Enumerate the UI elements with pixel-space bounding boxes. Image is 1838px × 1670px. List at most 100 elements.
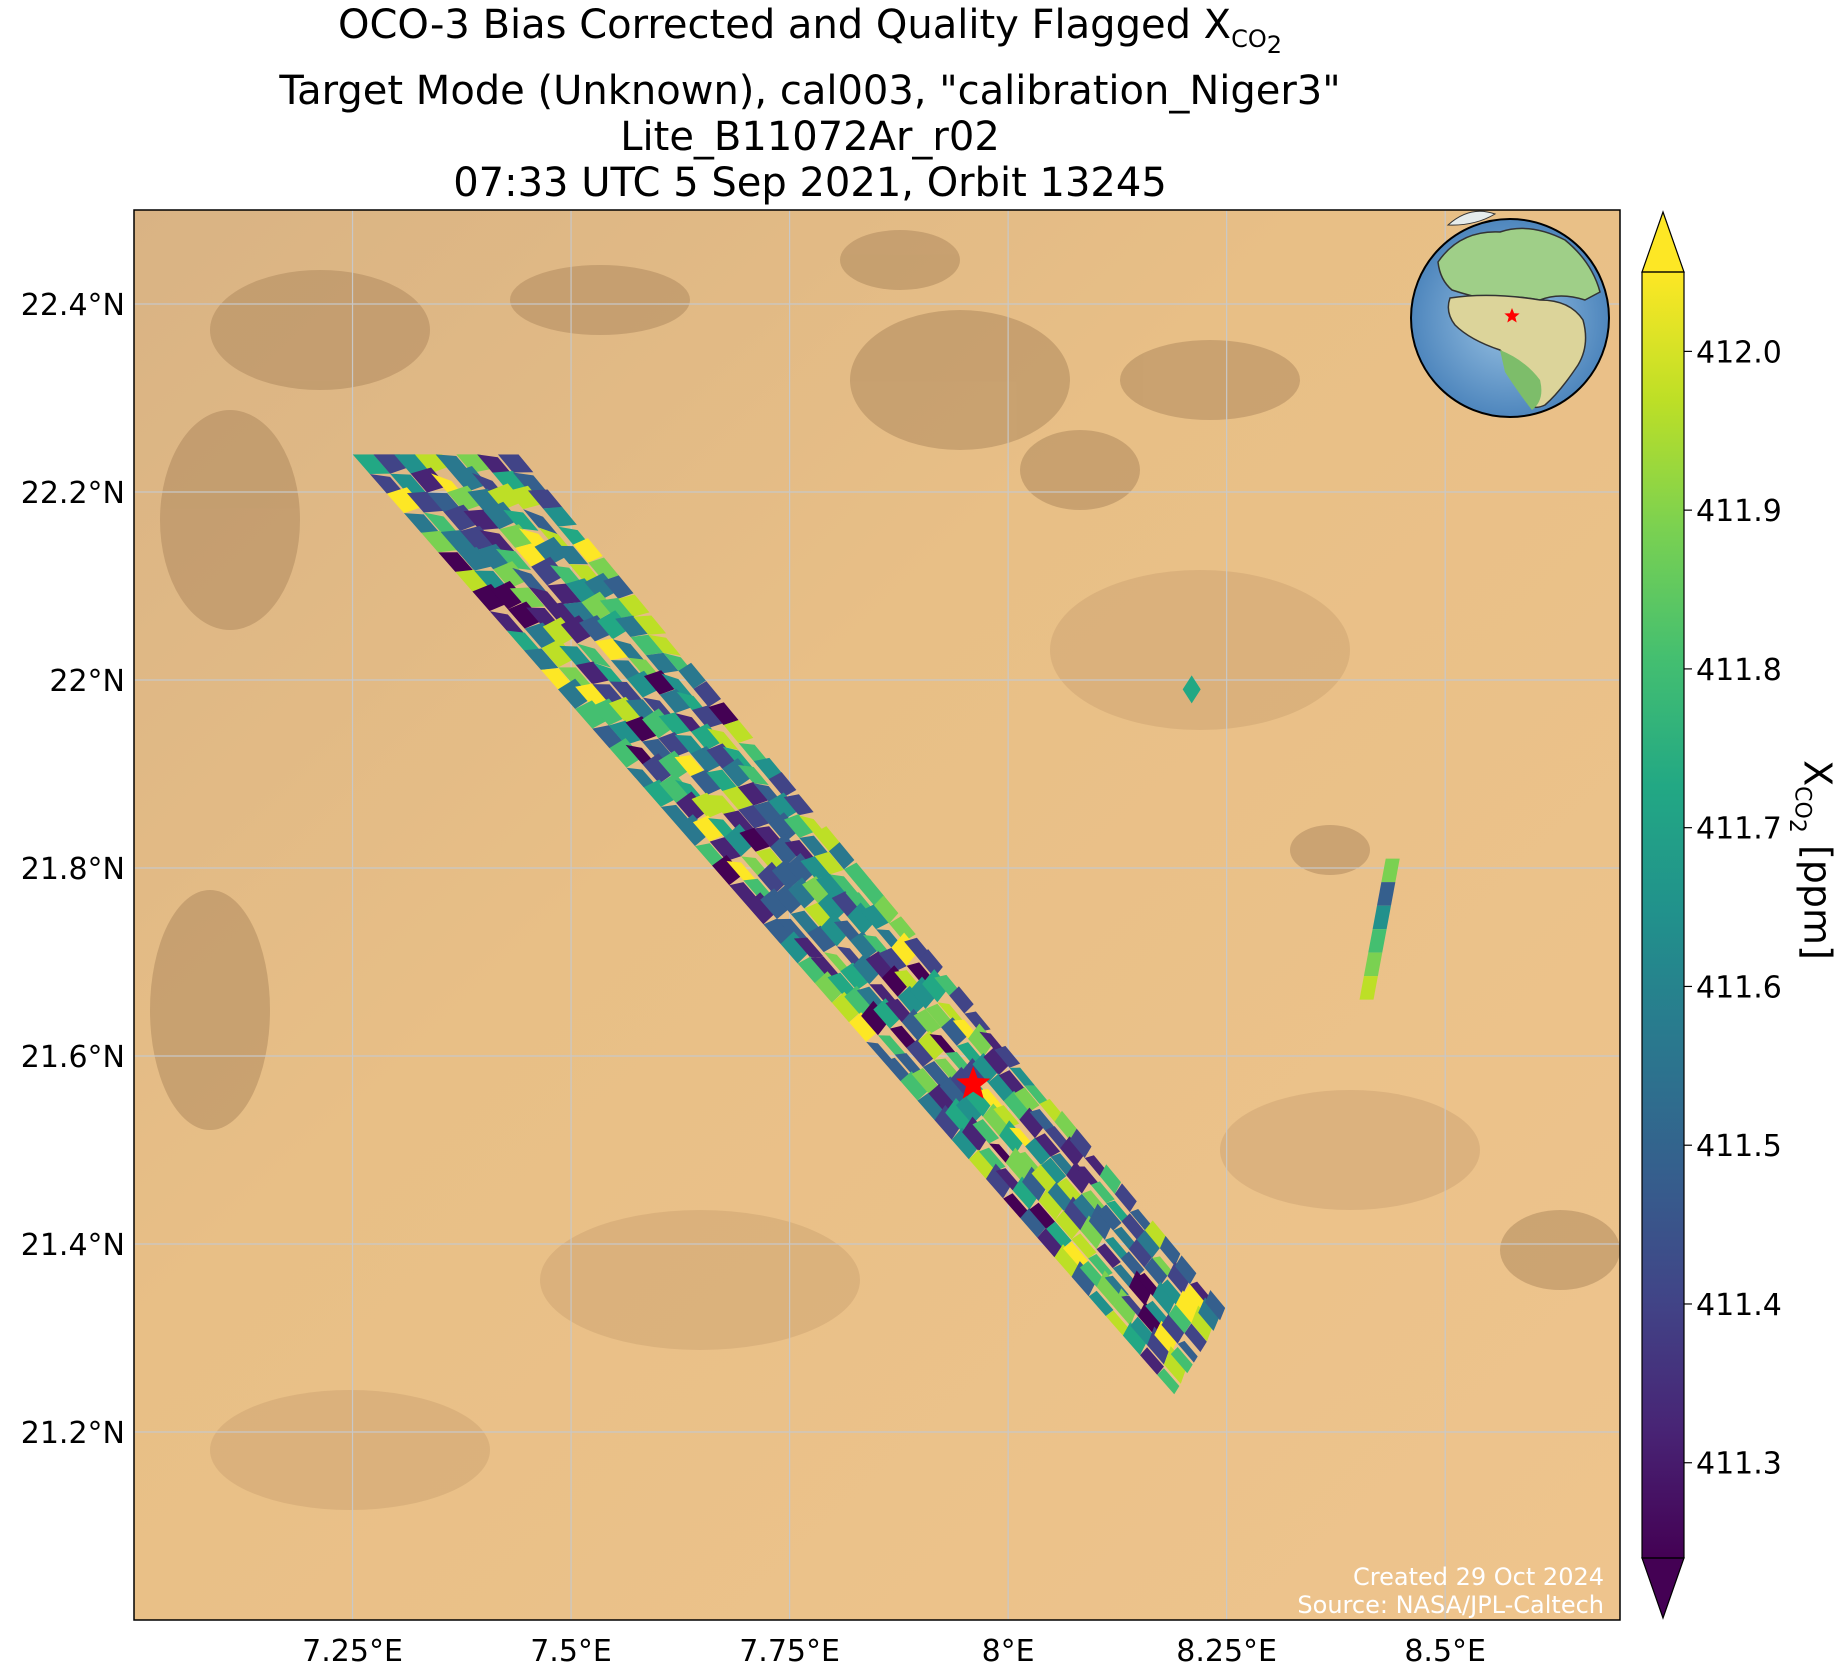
swath-cell	[983, 1046, 1010, 1076]
swath-cell	[483, 501, 519, 530]
swath-cell	[1022, 1166, 1048, 1201]
swath-fragment	[1182, 675, 1201, 704]
swath-cell	[919, 944, 947, 978]
lat-tick-label: 21.2°N	[21, 1416, 125, 1451]
swath-cell	[831, 991, 862, 1023]
swath-cell	[678, 659, 711, 689]
longitude-tick-labels: 7.25°E 7.5°E 7.75°E 8°E 8.25°E 8.5°E	[302, 1634, 1486, 1669]
swath-cell	[674, 734, 707, 755]
swath-cell	[557, 678, 592, 709]
swath-cell	[917, 1092, 946, 1121]
lon-tick-label: 8°E	[982, 1634, 1035, 1669]
swath-cell	[421, 530, 458, 553]
swath-cell	[934, 1105, 963, 1140]
swath-cell	[693, 678, 726, 707]
swath-cell	[603, 574, 637, 599]
swath-cell	[1121, 1213, 1145, 1240]
swath-cell	[939, 1076, 967, 1106]
swath-cell	[573, 536, 608, 563]
figure-title: OCO-3 Bias Corrected and Quality Flagged…	[0, 2, 1620, 206]
swath-cell	[881, 965, 910, 997]
swath-cell	[771, 859, 803, 890]
swath-cell	[625, 716, 659, 742]
swath-cell	[810, 956, 841, 978]
swath-cell	[463, 509, 500, 531]
swath-cell	[906, 1038, 935, 1067]
swath-cell	[934, 1058, 962, 1079]
swath-cell	[1088, 1203, 1114, 1240]
swath-cell	[642, 708, 675, 739]
swath-cell	[917, 1030, 946, 1060]
swath-cell	[760, 888, 791, 920]
swath-cell	[609, 738, 643, 768]
swath-cell	[1003, 1193, 1030, 1219]
title-line-3: Lite_B11072Ar_r02	[620, 113, 1000, 160]
swath-cell	[1096, 1270, 1122, 1307]
swath-cell	[768, 792, 799, 820]
swath-cell	[527, 489, 563, 509]
swath-cell	[593, 662, 627, 688]
swath-cell	[1144, 1220, 1168, 1249]
swath-cell	[814, 851, 844, 875]
swath-cell	[1054, 1244, 1080, 1277]
swath-fragment	[1381, 858, 1400, 883]
swath-cell	[563, 601, 598, 623]
swath-cell	[575, 661, 610, 685]
globe-marker-icon	[1504, 308, 1520, 323]
swath-cell	[609, 681, 643, 701]
colorbar-tick-label: 411.6	[1696, 970, 1782, 1005]
swath-cell	[591, 698, 626, 726]
swath-cell	[467, 488, 504, 511]
swath-cell	[1009, 1067, 1035, 1086]
colorbar-tick-label: 411.9	[1696, 494, 1782, 529]
swath-cell	[559, 645, 594, 666]
swath-cell	[877, 1035, 907, 1055]
swath-cell	[628, 657, 662, 679]
swath-cell	[1069, 1124, 1094, 1159]
swath-cell	[541, 638, 576, 668]
swath-cell	[849, 931, 879, 960]
swath-cell	[1152, 1256, 1175, 1277]
swath-cell	[626, 670, 660, 698]
swath-cell	[941, 1017, 969, 1046]
swath-cell	[597, 610, 631, 640]
swath-cell	[1154, 1320, 1178, 1355]
red-star-icon	[956, 1066, 991, 1099]
swath-cell	[1088, 1254, 1113, 1278]
swath-cell	[558, 667, 593, 687]
swath-cell	[746, 892, 778, 925]
swath-cell	[774, 882, 805, 914]
swath-cell	[1106, 1200, 1130, 1222]
swath-cell	[861, 1000, 890, 1036]
swath-cell	[856, 986, 886, 1010]
swath-cell	[560, 615, 595, 644]
swath-cell	[443, 504, 480, 531]
swath-cell	[507, 601, 543, 629]
swath-cell	[739, 827, 771, 852]
swath-cell	[1120, 1251, 1145, 1278]
swath-cell	[630, 634, 664, 656]
swath-fragment	[1368, 929, 1387, 953]
swath-cell	[1064, 1196, 1089, 1231]
swath-cell	[1121, 1295, 1146, 1316]
swath-fragment	[1359, 976, 1378, 1000]
swath-cell	[1174, 1254, 1198, 1285]
swath-cell	[1009, 1127, 1035, 1147]
swath-cell	[1015, 1151, 1042, 1174]
colorbar-tick-label: 412.0	[1696, 335, 1782, 370]
swath-cell	[848, 1012, 878, 1042]
swath-cell	[1099, 1159, 1124, 1195]
swath-cell	[1137, 1301, 1162, 1335]
swath-cell	[1129, 1208, 1153, 1231]
swath-cell	[1189, 1281, 1212, 1303]
swath-cell	[1152, 1281, 1176, 1315]
swath-cell	[883, 1057, 912, 1082]
swath-cell	[1191, 1305, 1214, 1342]
swath-cell	[853, 952, 882, 985]
swath-cell	[1122, 1321, 1148, 1356]
swath-cell	[817, 890, 848, 922]
swath-cell	[1136, 1272, 1161, 1296]
swath-cell	[1054, 1107, 1080, 1140]
swath-cell	[1044, 1126, 1070, 1149]
swath-cell	[509, 587, 545, 608]
